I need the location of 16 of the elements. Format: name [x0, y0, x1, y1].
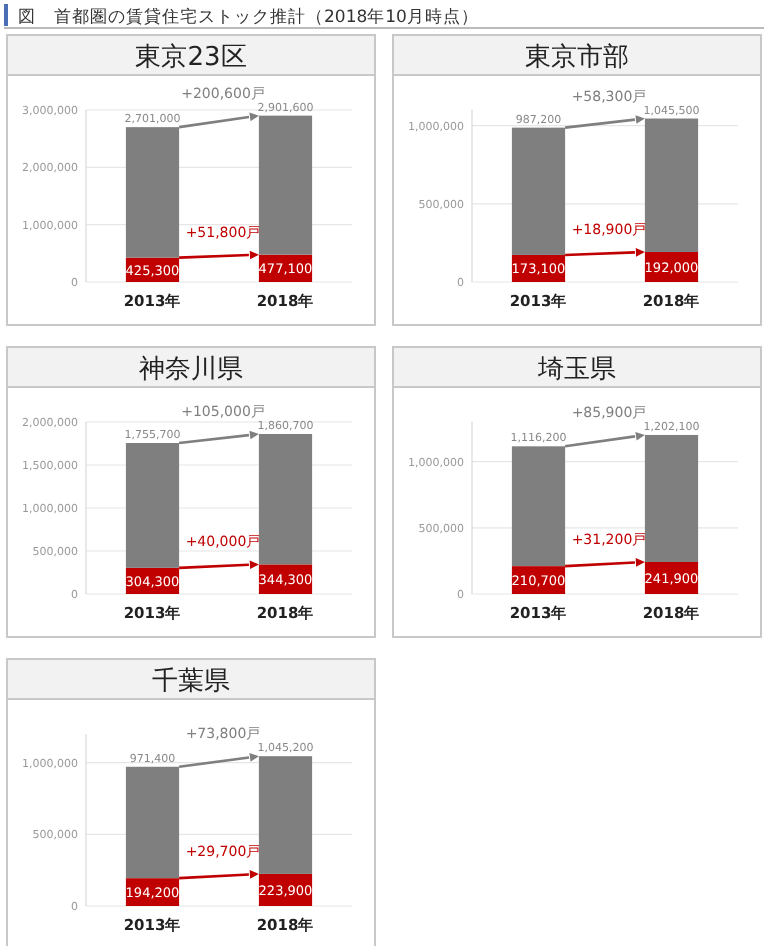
- bar: [258, 756, 313, 874]
- chart-title: 千葉県: [152, 667, 230, 697]
- bar: [644, 118, 699, 252]
- chart-title: 東京23区: [135, 43, 247, 73]
- bar: [511, 446, 566, 567]
- bar: [511, 127, 566, 255]
- chart-title: 東京市部: [525, 43, 629, 73]
- bar: [258, 115, 313, 255]
- bar: [125, 443, 180, 568]
- bar: [125, 127, 180, 258]
- bar: [258, 433, 313, 565]
- bar: [125, 766, 180, 879]
- chart-title: 神奈川県: [139, 355, 243, 385]
- bar: [644, 434, 699, 562]
- text: 図 首都圏の賃貸住宅ストック推計（2018年10月時点）: [18, 6, 479, 28]
- chart-title: 埼玉県: [536, 355, 616, 385]
